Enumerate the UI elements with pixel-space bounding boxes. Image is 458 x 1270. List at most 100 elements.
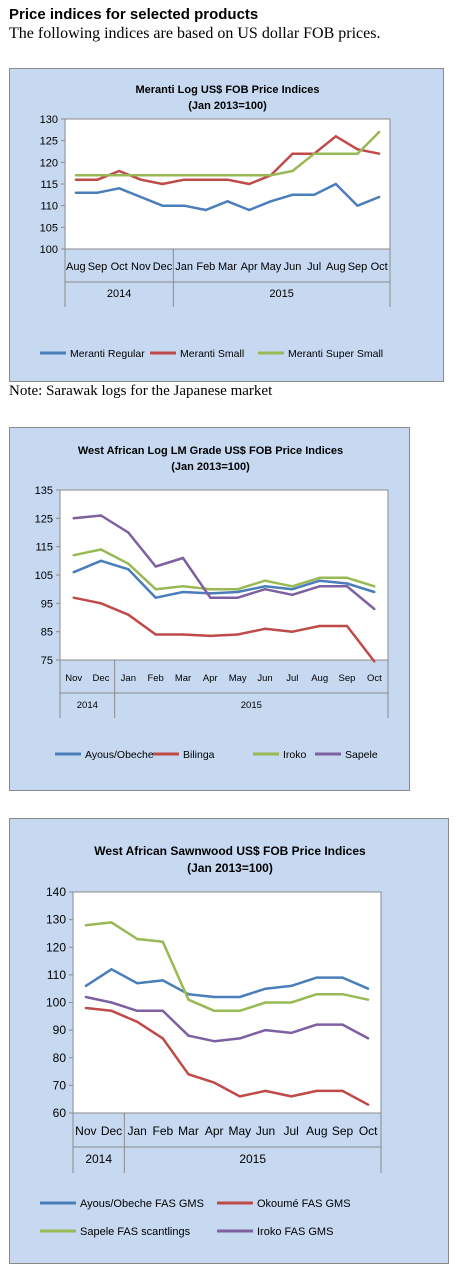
data-point-meranti-regular bbox=[269, 200, 273, 203]
y-tick-label: 130 bbox=[40, 114, 58, 126]
data-point-meranti-regular bbox=[334, 182, 338, 186]
data-point-meranti-regular bbox=[312, 193, 316, 197]
data-point-sapele-fas-scantlings bbox=[264, 1001, 267, 1004]
data-point-iroko bbox=[154, 587, 157, 591]
data-point-meranti-small bbox=[182, 178, 186, 181]
data-point-meranti-super-small bbox=[247, 174, 251, 177]
legend-label-sapele: Sapele bbox=[345, 749, 378, 761]
x-tick-label: Aug bbox=[306, 1124, 327, 1138]
data-point-meranti-small bbox=[377, 152, 381, 155]
year-label: 2015 bbox=[269, 288, 293, 300]
data-point-bilinga bbox=[318, 624, 321, 628]
x-tick-label: Sep bbox=[348, 261, 368, 273]
data-point-sapele-fas-scantlings bbox=[84, 923, 88, 927]
data-point-meranti-regular bbox=[377, 195, 381, 199]
series-line-iroko bbox=[73, 548, 375, 591]
series-line-ayous-obeche-fas-gms bbox=[85, 968, 369, 999]
y-tick-label: 85 bbox=[41, 627, 53, 639]
data-point-iroko bbox=[181, 585, 185, 588]
data-point-ayous-obeche bbox=[154, 596, 157, 599]
x-tick-label: Feb bbox=[196, 261, 215, 273]
data-point-iroko bbox=[236, 587, 239, 591]
legend-label-meranti-small: Meranti Small bbox=[180, 348, 244, 360]
data-point-iroko bbox=[291, 585, 294, 588]
legend-label-meranti-super-small: Meranti Super Small bbox=[288, 348, 383, 360]
data-point-ayous-obeche bbox=[291, 587, 294, 591]
data-point-sapele bbox=[263, 587, 267, 591]
data-point-iroko-fas-gms bbox=[187, 1034, 190, 1037]
plot-area bbox=[59, 489, 389, 661]
x-tick-label: Oct bbox=[371, 261, 388, 273]
data-point-ayous-obeche-fas-gms bbox=[212, 995, 216, 999]
y-tick-label: 115 bbox=[40, 179, 58, 191]
data-point-ayous-obeche bbox=[263, 585, 267, 588]
y-tick-label: 135 bbox=[35, 485, 53, 497]
chart-meranti-log: Meranti Log US$ FOB Price Indices (Jan 20… bbox=[9, 68, 444, 382]
data-point-sapele bbox=[291, 593, 294, 597]
x-tick-label: Sep bbox=[332, 1124, 354, 1138]
data-point-bilinga bbox=[154, 633, 157, 636]
x-tick-label: Oct bbox=[111, 261, 128, 273]
data-point-sapele-fas-scantlings bbox=[341, 993, 344, 996]
data-point-meranti-super-small bbox=[182, 174, 186, 177]
chart-title: West African Log LM Grade US$ FOB Price … bbox=[78, 445, 343, 457]
x-tick-label: Nov bbox=[75, 1124, 96, 1138]
data-point-iroko bbox=[263, 579, 267, 582]
data-point-ayous-obeche bbox=[72, 570, 75, 574]
data-point-bilinga bbox=[263, 627, 267, 631]
x-tick-label: Jun bbox=[256, 1124, 275, 1138]
data-point-iroko bbox=[72, 553, 75, 557]
y-tick-label: 95 bbox=[41, 598, 53, 610]
y-tick-label: 130 bbox=[46, 913, 66, 927]
data-point-bilinga bbox=[99, 602, 103, 605]
x-tick-label: Feb bbox=[147, 673, 163, 684]
data-point-meranti-small bbox=[117, 169, 121, 173]
data-point-meranti-regular bbox=[204, 208, 208, 212]
data-point-meranti-small bbox=[291, 152, 294, 155]
y-tick-label: 120 bbox=[46, 940, 66, 954]
data-point-meranti-super-small bbox=[117, 174, 121, 177]
data-point-iroko-fas-gms bbox=[289, 1031, 293, 1035]
data-point-meranti-regular bbox=[247, 208, 251, 212]
x-tick-label: Mar bbox=[178, 1124, 199, 1138]
data-point-okoum-fas-gms bbox=[238, 1095, 242, 1098]
data-point-ayous-obeche bbox=[345, 582, 349, 585]
x-tick-label: Jan bbox=[121, 673, 136, 684]
data-point-okoum-fas-gms bbox=[315, 1089, 319, 1093]
data-point-okoum-fas-gms bbox=[161, 1037, 165, 1040]
x-tick-label: Jun bbox=[284, 261, 302, 273]
data-point-iroko-fas-gms bbox=[238, 1037, 242, 1040]
chart-subtitle: (Jan 2013=100) bbox=[188, 100, 267, 112]
data-point-meranti-small bbox=[204, 178, 208, 181]
year-label: 2014 bbox=[107, 288, 131, 300]
data-point-iroko bbox=[373, 585, 376, 588]
data-point-meranti-super-small bbox=[312, 152, 316, 155]
legend-label-sapele-fas-scantlings: Sapele FAS scantlings bbox=[80, 1226, 191, 1238]
y-tick-label: 110 bbox=[40, 201, 58, 213]
legend-label-iroko-fas-gms: Iroko FAS GMS bbox=[257, 1226, 333, 1238]
data-point-iroko bbox=[209, 587, 212, 591]
data-point-sapele-fas-scantlings bbox=[315, 993, 319, 996]
x-tick-label: Jan bbox=[127, 1124, 146, 1138]
chart-title: Meranti Log US$ FOB Price Indices bbox=[136, 84, 320, 96]
year-label: 2015 bbox=[239, 1152, 266, 1166]
series-line-iroko-fas-gms bbox=[85, 995, 369, 1043]
data-point-meranti-small bbox=[226, 178, 229, 181]
data-point-iroko bbox=[127, 562, 130, 565]
y-tick-label: 100 bbox=[40, 244, 58, 256]
x-tick-label: May bbox=[229, 673, 247, 684]
y-tick-label: 80 bbox=[53, 1051, 67, 1065]
chart-svg: Meranti Log US$ FOB Price Indices (Jan 20… bbox=[40, 84, 391, 360]
data-point-sapele bbox=[373, 607, 376, 611]
data-point-meranti-regular bbox=[182, 204, 186, 207]
data-point-sapele bbox=[236, 596, 239, 599]
y-tick-label: 90 bbox=[53, 1023, 67, 1037]
data-point-iroko-fas-gms bbox=[341, 1023, 344, 1026]
legend-label-bilinga: Bilinga bbox=[183, 749, 215, 761]
data-point-bilinga bbox=[72, 596, 75, 599]
data-point-meranti-super-small bbox=[269, 174, 273, 177]
year-label: 2014 bbox=[77, 700, 98, 711]
page-heading: Price indices for selected products bbox=[9, 6, 259, 23]
data-point-meranti-regular bbox=[161, 204, 164, 207]
data-point-bilinga bbox=[209, 634, 212, 638]
